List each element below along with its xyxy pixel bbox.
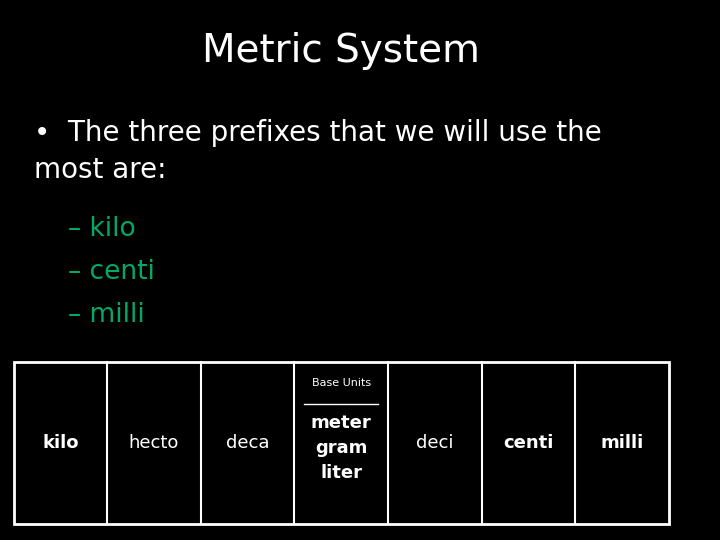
Text: kilo: kilo [42, 434, 78, 452]
Text: – kilo: – kilo [68, 216, 136, 242]
Text: deci: deci [416, 434, 454, 452]
Text: centi: centi [503, 434, 554, 452]
Text: milli: milli [600, 434, 644, 452]
Text: •  The three prefixes that we will use the
most are:: • The three prefixes that we will use th… [34, 119, 602, 184]
Text: deca: deca [226, 434, 269, 452]
Text: – centi: – centi [68, 259, 155, 285]
Text: Metric System: Metric System [202, 32, 480, 70]
Text: – milli: – milli [68, 302, 145, 328]
Text: Base Units: Base Units [312, 378, 371, 388]
Text: meter
gram
liter: meter gram liter [311, 414, 372, 482]
Text: hecto: hecto [129, 434, 179, 452]
